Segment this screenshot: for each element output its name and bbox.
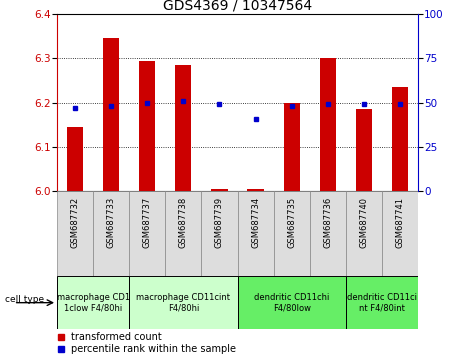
Bar (238, 276, 346, 329)
Text: GSM687739: GSM687739 (215, 197, 224, 248)
Text: GSM687740: GSM687740 (360, 197, 368, 248)
Bar (356, 109, 372, 191)
Bar (175, 65, 191, 191)
Text: GSM687735: GSM687735 (287, 197, 296, 248)
Bar (247, 189, 264, 191)
Bar (274, 191, 310, 276)
Text: GSM687741: GSM687741 (396, 197, 404, 248)
Bar (392, 87, 408, 191)
Bar (129, 276, 238, 329)
Text: cell type: cell type (5, 295, 44, 304)
Bar (346, 276, 418, 329)
Text: GSM687737: GSM687737 (143, 197, 152, 249)
Bar (165, 191, 201, 276)
Bar (103, 39, 119, 191)
Text: GSM687736: GSM687736 (323, 197, 332, 249)
Text: percentile rank within the sample: percentile rank within the sample (71, 344, 237, 354)
Text: GSM687732: GSM687732 (71, 197, 79, 248)
Bar (57, 191, 93, 276)
Bar (320, 58, 336, 191)
Text: dendritic CD11ci
nt F4/80int: dendritic CD11ci nt F4/80int (347, 293, 417, 312)
Bar (201, 191, 238, 276)
Bar (211, 189, 228, 191)
Bar (139, 61, 155, 191)
Text: macrophage CD11cint
F4/80hi: macrophage CD11cint F4/80hi (136, 293, 230, 312)
Bar (93, 191, 129, 276)
Text: GSM687733: GSM687733 (107, 197, 115, 249)
Bar (346, 191, 382, 276)
Bar (238, 191, 274, 276)
Text: GSM687738: GSM687738 (179, 197, 188, 249)
Text: dendritic CD11chi
F4/80low: dendritic CD11chi F4/80low (254, 293, 329, 312)
Bar (382, 191, 418, 276)
Text: GSM687734: GSM687734 (251, 197, 260, 248)
Title: GDS4369 / 10347564: GDS4369 / 10347564 (163, 0, 312, 13)
Bar (310, 191, 346, 276)
Bar (57, 276, 129, 329)
Text: transformed count: transformed count (71, 332, 162, 342)
Bar (67, 127, 83, 191)
Bar (129, 191, 165, 276)
Text: macrophage CD1
1clow F4/80hi: macrophage CD1 1clow F4/80hi (57, 293, 130, 312)
Bar (284, 103, 300, 191)
